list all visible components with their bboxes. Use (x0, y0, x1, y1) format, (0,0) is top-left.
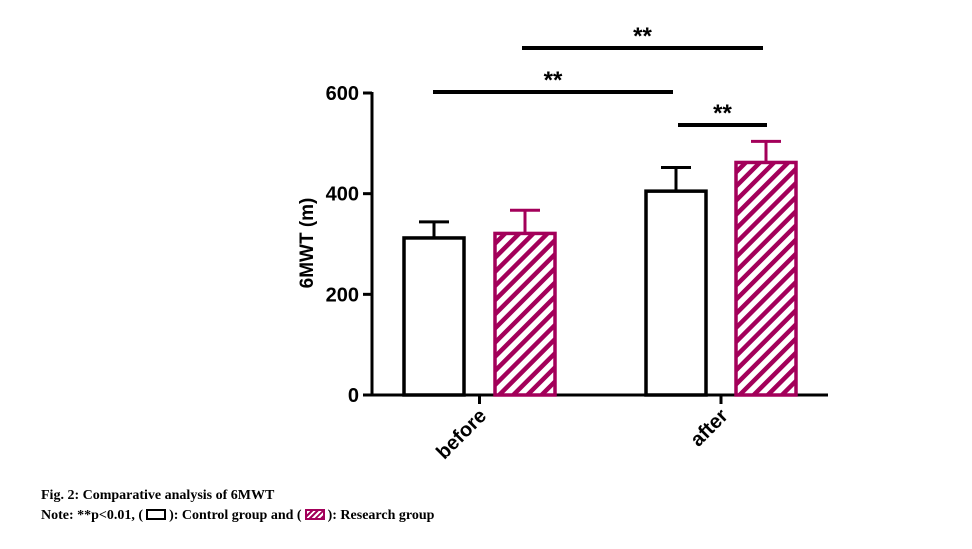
y-tick-label: 400 (326, 184, 359, 206)
caption-note-prefix: Note: **p<0.01, ( (41, 508, 144, 523)
y-tick-label: 200 (326, 284, 359, 306)
bar (402, 236, 466, 397)
significance-label: ** (633, 23, 652, 50)
caption-control-label: ): Control group and ( (169, 508, 302, 523)
significance-label: ** (713, 100, 732, 127)
bar (644, 189, 708, 397)
y-axis-label: 6MWT (m) (297, 198, 318, 289)
figure-caption: Fig. 2: Comparative analysis of 6MWT Not… (41, 486, 434, 526)
x-tick-label: after (686, 405, 732, 451)
research-swatch-icon (304, 509, 325, 520)
control-swatch-icon (146, 509, 167, 520)
caption-note: Note: **p<0.01, ( ): Control group and ()… (41, 506, 434, 526)
significance-label: ** (544, 67, 563, 94)
y-tick-label: 600 (326, 83, 359, 105)
caption-title: Fig. 2: Comparative analysis of 6MWT (41, 488, 275, 503)
caption-research-label: ): Research group (327, 508, 435, 523)
bar (734, 160, 798, 397)
y-tick-label: 0 (348, 385, 359, 407)
bar (493, 231, 557, 397)
x-tick-label: before (432, 405, 491, 464)
